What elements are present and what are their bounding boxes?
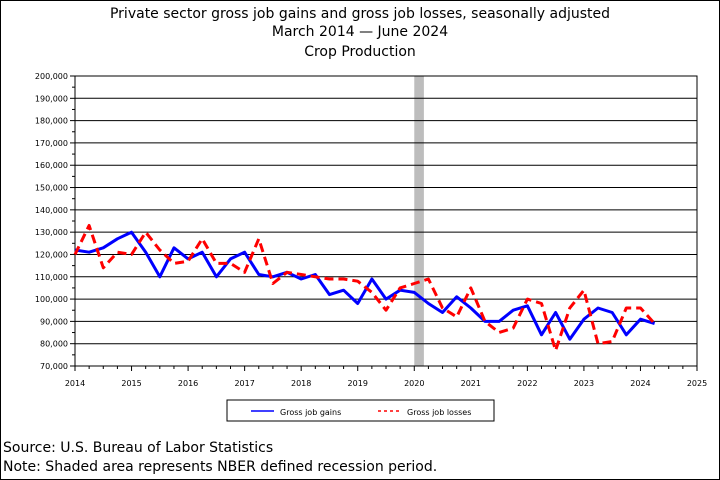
y-tick-label: 110,000 [35, 273, 68, 282]
recession-band [414, 76, 424, 366]
x-tick-label: 2015 [121, 379, 141, 388]
x-tick-label: 2021 [461, 379, 481, 388]
x-tick-label: 2025 [687, 379, 707, 388]
recession-note: Note: Shaded area represents NBER define… [3, 459, 438, 475]
x-tick-label: 2024 [630, 379, 650, 388]
y-tick-label: 70,000 [40, 362, 68, 371]
x-tick-label: 2022 [517, 379, 537, 388]
x-tick-label: 2017 [234, 379, 254, 388]
legend-losses-label: Gross job losses [407, 408, 471, 417]
x-tick-label: 2016 [178, 379, 198, 388]
y-tick-label: 100,000 [35, 295, 68, 304]
chart-subtitle: March 2014 — June 2024 [271, 24, 449, 40]
x-tick-label: 2020 [404, 379, 424, 388]
x-tick-label: 2019 [348, 379, 368, 388]
y-tick-label: 140,000 [35, 206, 68, 215]
plot-area [74, 75, 698, 367]
y-tick-label: 150,000 [35, 184, 68, 193]
legend-gains-label: Gross job gains [280, 408, 341, 417]
legend-box [226, 399, 495, 422]
gains-series-line [74, 230, 656, 341]
y-tick-label: 130,000 [35, 228, 68, 237]
source-note: Source: U.S. Bureau of Labor Statistics [3, 440, 274, 456]
x-tick-label: 2014 [65, 379, 85, 388]
y-tick-label: 200,000 [35, 72, 68, 81]
y-tick-label: 190,000 [35, 94, 68, 103]
losses-series-line [73, 224, 656, 352]
industry-label: Crop Production [304, 44, 416, 60]
y-tick-label: 170,000 [35, 139, 68, 148]
y-tick-label: 180,000 [35, 117, 68, 126]
job-flows-chart: 70,000 80,000 90,000 100,000 110,000 120,000 1… [35, 72, 707, 422]
y-tick-label: 90,000 [40, 317, 68, 326]
y-tick-label: 120,000 [35, 250, 68, 259]
x-tick-label: 2018 [291, 379, 311, 388]
y-tick-label: 80,000 [40, 340, 68, 349]
chart-title: Private sector gross job gains and gross… [109, 6, 611, 22]
x-tick-label: 2023 [574, 379, 594, 388]
y-tick-label: 160,000 [35, 161, 68, 170]
